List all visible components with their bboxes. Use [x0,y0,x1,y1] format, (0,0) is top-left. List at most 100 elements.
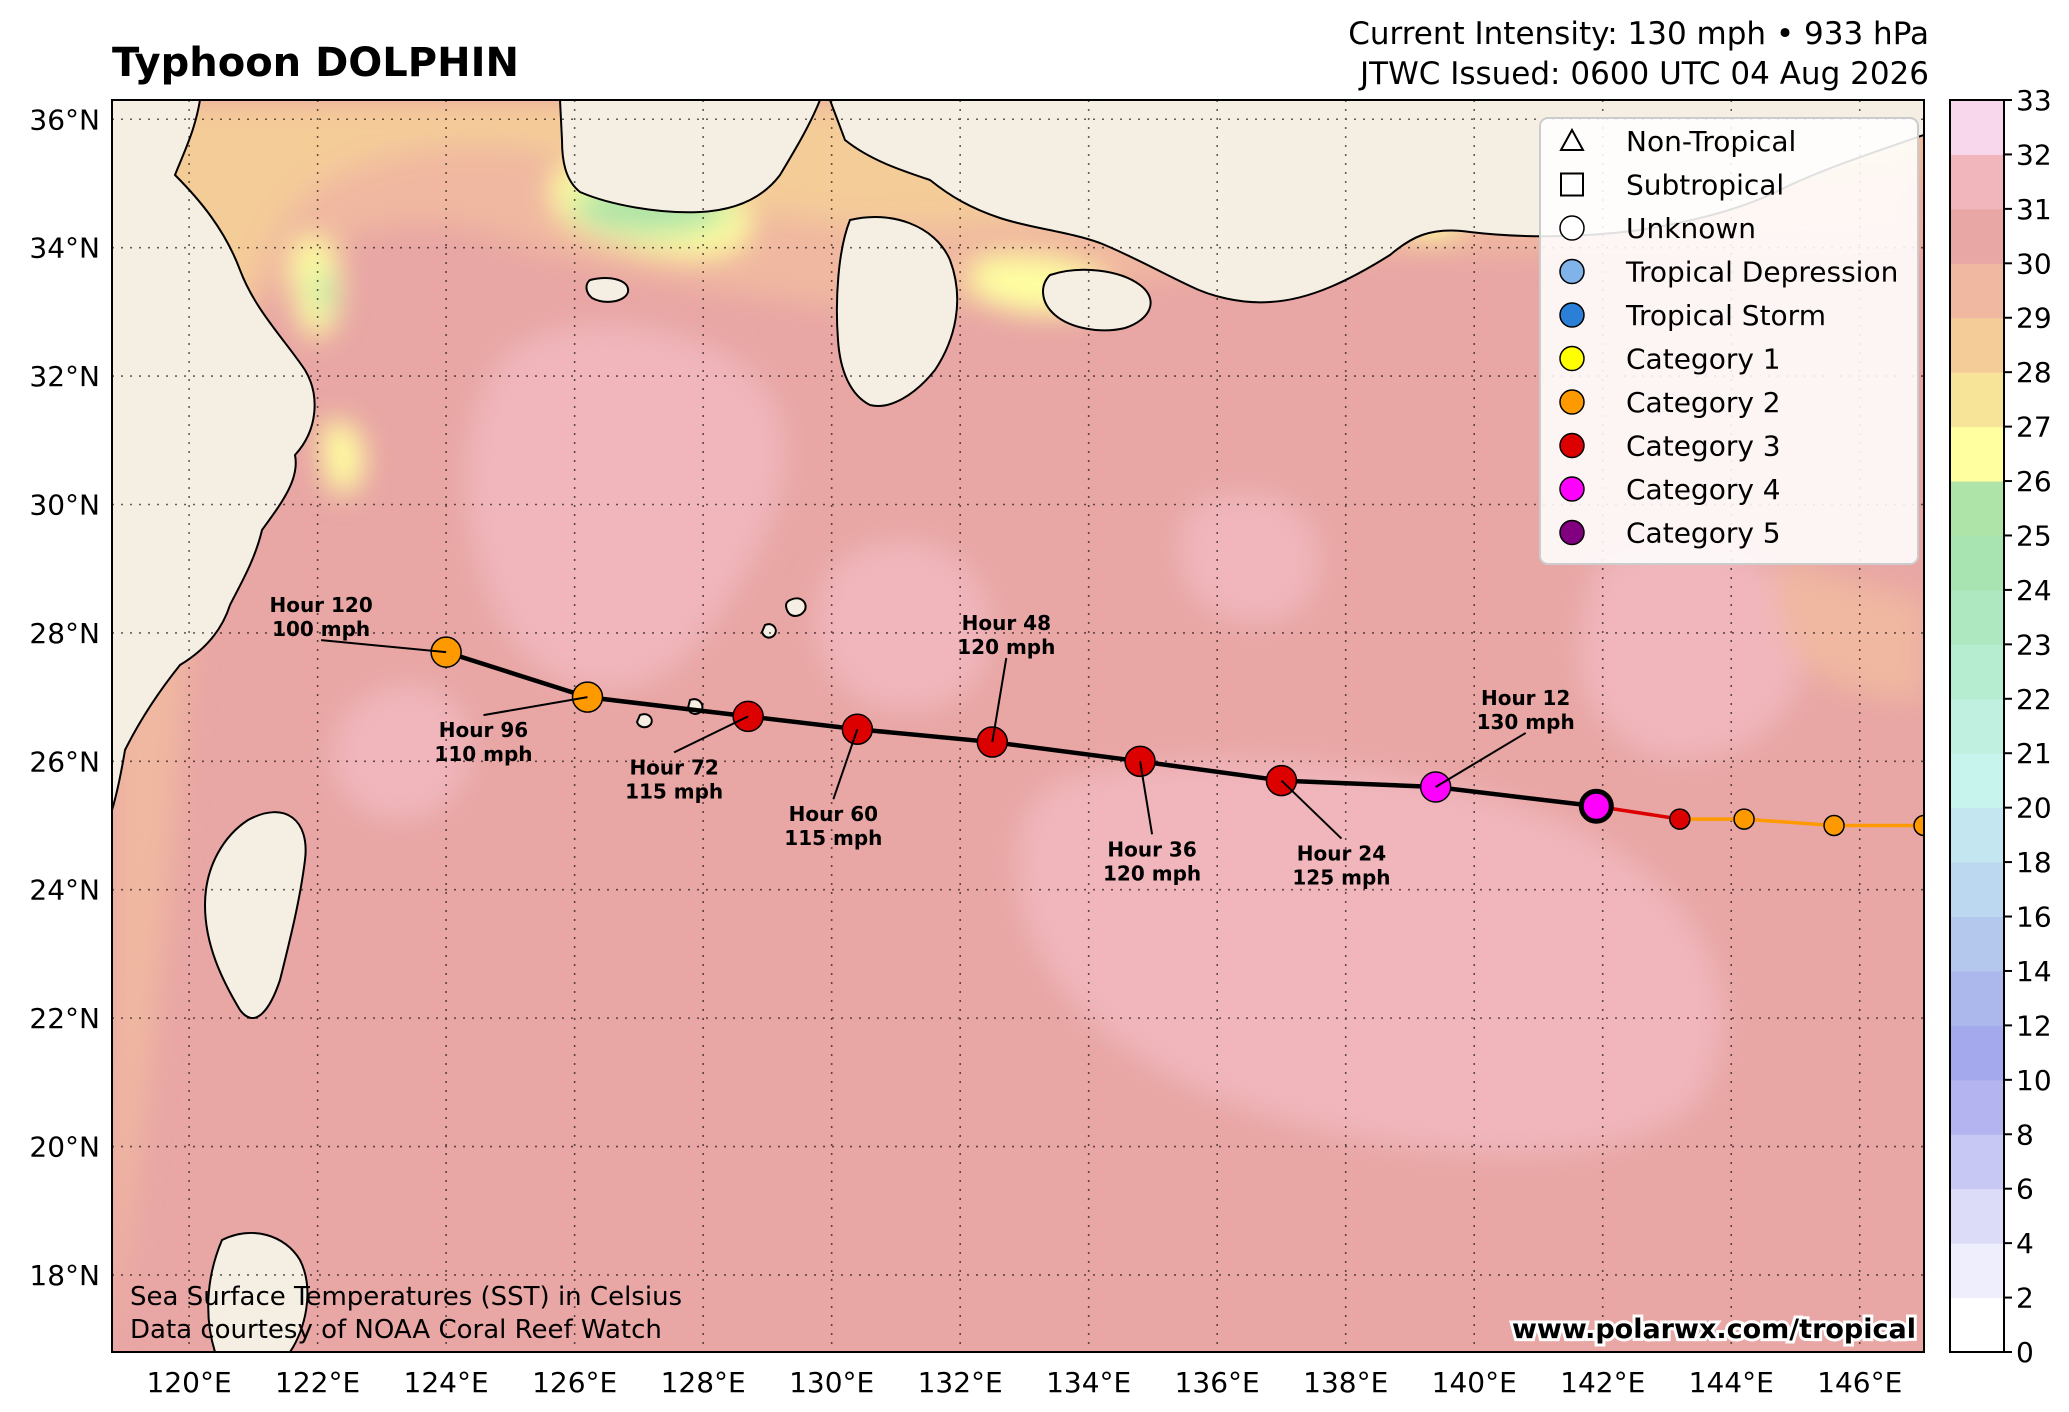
legend-item-label: Subtropical [1626,169,1784,202]
colorbar-cell [1950,1134,2004,1190]
colorbar-cell [1950,698,2004,754]
forecast-wind-label: 100 mph [272,617,370,641]
square-icon [1560,172,1584,197]
data-credit: Data courtesy of NOAA Coral Reef Watch [130,1315,662,1345]
forecast-hour-label: Hour 24 [1297,842,1386,866]
china-mainland [112,100,316,811]
colorbar-cell [1950,372,2004,428]
colorbar-tick-label: 31 [2016,193,2052,226]
lat-tick-label: 24°N [29,874,100,907]
japan-shikoku [1042,268,1152,332]
lat-tick-label: 34°N [29,232,100,265]
lat-tick-label: 26°N [29,745,100,778]
colorbar-tick-label: 0 [2016,1336,2034,1369]
colorbar-tick-label: 4 [2016,1227,2034,1260]
colorbar-cell [1950,970,2004,1026]
circle-icon [1559,476,1585,502]
luzon-island [207,1231,309,1352]
colorbar-cell [1950,154,2004,210]
lon-tick-label: 144°E [1689,1366,1774,1399]
colorbar-tick-label: 30 [2016,247,2052,280]
lon-tick-label: 126°E [532,1366,617,1399]
forecast-wind-label: 115 mph [784,826,882,850]
lon-tick-label: 146°E [1817,1366,1902,1399]
forecast-label-leader [1280,779,1343,840]
lat-tick-label: 30°N [29,488,100,521]
lat-tick-label: 20°N [29,1131,100,1164]
legend: Non-Tropical Subtropical Unknown Tropical D… [1539,117,1919,565]
colorbar-tick-label: 12 [2016,1009,2052,1042]
colorbar-tick-label: 29 [2016,302,2052,335]
colorbar-cell [1950,1243,2004,1299]
map-title: Typhoon DOLPHIN [112,40,519,86]
colorbar-frame [1949,99,2005,1353]
past-track-segment [1743,817,1835,828]
colorbar-tick-label: 20 [2016,792,2052,825]
circle-icon [1559,432,1585,459]
legend-item-label: Tropical Storm [1625,299,1826,332]
forecast-hour-label: Hour 96 [439,718,528,742]
legend-item-label: Category 4 [1626,473,1781,506]
circle-icon [1559,389,1585,415]
lon-tick-label: 120°E [147,1366,232,1399]
forecast-hour-label: Hour 72 [629,755,718,779]
forecast-hour-label: Hour 48 [962,611,1051,635]
colorbar-tick-label: 21 [2016,737,2052,770]
colorbar-cell [1950,426,2004,482]
colorbar-cell [1950,807,2004,863]
legend-item-label: Unknown [1626,212,1756,245]
forecast-label-leader [321,639,447,654]
lon-tick-label: 124°E [404,1366,489,1399]
lon-tick-label: 132°E [918,1366,1003,1399]
intensity-info: Current Intensity: 130 mph • 933 hPa JTW… [1348,14,1929,94]
forecast-wind-label: 130 mph [1477,710,1575,734]
colorbar-cell [1950,208,2004,264]
ishigaki-island [635,713,653,729]
sst-colorbar: 0246810121416182021222324252627282930313… [1949,84,2052,1369]
forecast-hour-label: Hour 120 [269,593,372,617]
legend-item-label: Tropical Depression [1625,256,1898,289]
sst-label: Sea Surface Temperatures (SST) in Celsiu… [130,1282,682,1312]
lon-tick-label: 142°E [1560,1366,1645,1399]
past-track-point [1913,814,1924,837]
colorbar-cell [1950,481,2004,536]
forecast-label-leader [832,728,859,800]
colorbar-tick-label: 2 [2016,1282,2034,1315]
colorbar-tick-label: 25 [2016,519,2052,552]
jeju-island [585,277,630,303]
forecast-wind-label: 120 mph [1103,861,1201,885]
current-position-marker [1578,788,1614,824]
lon-tick-label: 136°E [1175,1366,1260,1399]
circle-icon [1559,345,1585,372]
colorbar-cell [1950,1025,2004,1081]
korean-peninsula [558,100,822,214]
colorbar-tick-label: 16 [2016,901,2052,934]
past-track-point [1733,808,1755,830]
legend-item-label: Non-Tropical [1626,125,1796,158]
colorbar-tick-label: 33 [2016,84,2052,117]
forecast-hour-label: Hour 12 [1481,686,1570,710]
current-intensity: Current Intensity: 130 mph • 933 hPa [1348,16,1929,52]
forecast-label-leader [1139,761,1154,835]
lat-tick-label: 36°N [29,103,100,136]
taiwan-island [203,811,307,1020]
legend-item-label: Category 3 [1626,430,1781,463]
source-url: www.polarwx.com/tropical [1512,1314,1916,1345]
lat-tick-label: 32°N [29,360,100,393]
legend-item-label: Category 5 [1626,517,1781,550]
okinawa-island [785,597,807,617]
forecast-wind-label: 125 mph [1292,866,1390,890]
colorbar-cell [1950,535,2004,591]
forecast-wind-label: 110 mph [434,742,532,766]
lat-tick-label: 28°N [29,617,100,650]
colorbar-cell [1950,589,2004,645]
colorbar-tick-label: 26 [2016,465,2052,498]
colorbar-cell [1950,100,2004,155]
legend-item-label: Category 1 [1626,343,1781,376]
colorbar-tick-label: 27 [2016,411,2052,444]
legend-box [1539,117,1919,565]
circle-icon [1559,302,1585,328]
colorbar-cell [1950,644,2004,700]
